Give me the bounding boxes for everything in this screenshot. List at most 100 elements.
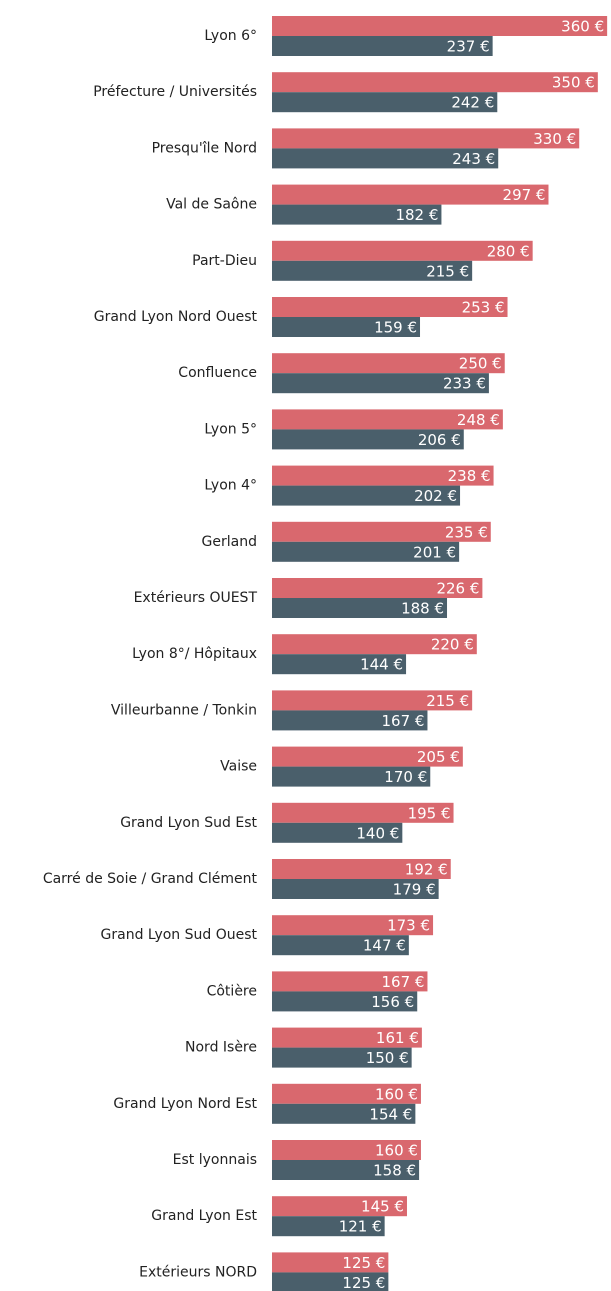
bar — [272, 92, 498, 113]
value-label: 238 € — [448, 467, 491, 485]
category-label: Villeurbanne / Tonkin — [111, 702, 257, 718]
bar — [272, 991, 418, 1012]
bar — [272, 1140, 421, 1160]
value-label: 237 € — [447, 38, 490, 56]
value-label: 235 € — [445, 523, 488, 541]
bar — [272, 654, 407, 675]
bar — [272, 746, 463, 767]
bar — [272, 240, 533, 261]
bar — [272, 1216, 385, 1237]
bar — [272, 634, 477, 655]
value-label: 250 € — [459, 355, 502, 373]
bar — [272, 485, 461, 506]
bar — [272, 541, 460, 562]
category-label: Lyon 8°/ Hôpitaux — [132, 646, 257, 662]
value-label: 280 € — [487, 242, 530, 260]
bar — [272, 1160, 420, 1180]
category-label: Gerland — [202, 534, 257, 550]
value-label: 159 € — [374, 319, 417, 337]
bar — [272, 971, 428, 992]
bar — [272, 297, 508, 317]
category-label: Lyon 4° — [204, 478, 257, 494]
value-label: 182 € — [395, 206, 438, 224]
value-label: 220 € — [431, 636, 474, 654]
value-label: 243 € — [452, 150, 495, 168]
bar — [272, 935, 409, 956]
bar — [272, 690, 473, 711]
bar — [272, 1272, 389, 1291]
value-label: 167 € — [382, 973, 425, 991]
value-label: 330 € — [533, 130, 576, 148]
value-label: 154 € — [369, 1105, 412, 1123]
bar — [272, 1083, 421, 1104]
value-label: 121 € — [339, 1218, 382, 1236]
bar — [272, 148, 499, 169]
category-label: Grand Lyon Nord Ouest — [94, 309, 258, 325]
bar — [272, 409, 503, 430]
value-label: 173 € — [387, 917, 430, 935]
value-label: 140 € — [356, 824, 399, 842]
bar — [272, 260, 473, 281]
value-label: 161 € — [376, 1029, 419, 1047]
bar — [272, 1103, 416, 1124]
bar — [272, 204, 442, 225]
value-label: 195 € — [408, 804, 451, 822]
category-label: Carré de Soie / Grand Clément — [43, 871, 258, 887]
bar — [272, 859, 451, 879]
bar — [272, 1047, 412, 1068]
value-label: 147 € — [363, 937, 406, 955]
bar — [272, 1027, 422, 1048]
value-label: 150 € — [366, 1049, 409, 1067]
bar — [272, 915, 434, 936]
value-label: 350 € — [552, 74, 595, 92]
category-label: Confluence — [178, 365, 257, 381]
category-label: Part-Dieu — [192, 253, 257, 269]
value-label: 205 € — [417, 748, 460, 766]
bar — [272, 184, 549, 205]
value-label: 188 € — [401, 600, 444, 618]
category-label: Nord Isère — [185, 1040, 257, 1056]
bar — [272, 317, 421, 337]
value-label: 202 € — [414, 487, 457, 505]
value-label: 248 € — [457, 411, 500, 429]
bar — [272, 128, 580, 149]
value-label: 160 € — [375, 1142, 418, 1160]
bar — [272, 72, 598, 93]
bar — [272, 598, 448, 618]
bar — [272, 822, 403, 843]
value-label: 125 € — [342, 1274, 385, 1291]
value-label: 160 € — [375, 1085, 418, 1103]
category-label: Est lyonnais — [173, 1152, 257, 1168]
category-label: Côtière — [207, 983, 257, 999]
bar — [272, 879, 439, 899]
value-label: 360 € — [561, 18, 604, 36]
bar — [272, 465, 494, 486]
bar — [272, 710, 428, 731]
value-label: 192 € — [405, 861, 448, 879]
bar — [272, 1196, 407, 1217]
bar — [272, 766, 431, 787]
category-label: Lyon 6° — [204, 28, 257, 44]
value-label: 201 € — [413, 543, 456, 561]
bar — [272, 1252, 389, 1273]
category-label: Extérieurs NORD — [139, 1264, 257, 1280]
category-label: Extérieurs OUEST — [134, 590, 258, 606]
category-label: Vaise — [220, 759, 257, 775]
value-label: 242 € — [451, 94, 494, 112]
value-label: 156 € — [371, 993, 414, 1011]
category-label: Grand Lyon Nord Est — [113, 1096, 257, 1112]
value-label: 179 € — [393, 881, 436, 899]
bar — [272, 36, 493, 56]
bar — [272, 373, 489, 394]
category-label: Préfecture / Universités — [93, 84, 257, 100]
value-label: 215 € — [426, 692, 469, 710]
value-label: 297 € — [503, 186, 546, 204]
value-label: 170 € — [384, 768, 427, 786]
value-label: 144 € — [360, 656, 403, 674]
bar — [272, 353, 505, 374]
bar — [272, 429, 464, 450]
value-label: 158 € — [373, 1162, 416, 1180]
value-label: 215 € — [426, 262, 469, 280]
value-label: 226 € — [436, 580, 479, 598]
